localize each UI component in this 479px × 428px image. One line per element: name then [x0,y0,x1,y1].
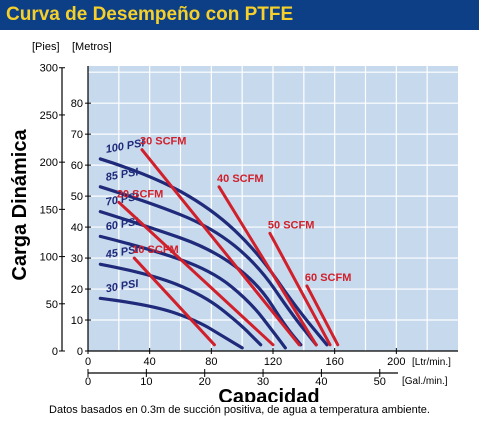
psi-curve-label: 60 PSI [105,216,141,234]
scfm-line [132,256,216,347]
x-unit-lpm: [Ltr/min.] [412,357,451,368]
y-feet-tick-label: 200 [40,157,58,169]
x-lpm-tick-label: 160 [325,356,343,368]
y-unit-meters: [Metros] [72,41,112,53]
y-axis-title: Carga Dinámica [9,129,31,281]
scfm-line-label: 40 SCFM [217,173,263,185]
x-gpm-tick-label: 50 [374,376,386,388]
x-lpm-tick-label: 200 [387,356,405,368]
header-bar: Curva de Desempeño con PTFE [0,0,479,30]
x-gpm-tick-label: 30 [257,376,269,388]
y-meter-tick-label: 80 [71,98,83,110]
y-feet-tick-label: 50 [46,299,58,311]
page-title: Curva de Desempeño con PTFE [6,4,294,25]
x-gpm-tick-label: 40 [315,376,327,388]
scfm-line-label: 30 SCFM [140,136,186,148]
psi-curve [98,185,318,347]
scfm-line [140,148,301,347]
psi-curve-label: 30 PSI [105,278,141,296]
x-lpm-tick-label: 80 [205,356,217,368]
y-meter-tick-label: 10 [71,315,83,327]
scfm-line [217,185,318,347]
y-feet-tick-label: 0 [52,346,58,358]
y-meter-tick-label: 40 [71,222,83,234]
x-axis-title: Capacidad [218,386,319,402]
x-lpm-tick-label: 0 [85,356,91,368]
psi-curve [98,157,329,347]
footnote: Datos basados en 0.3m de succión positiv… [49,404,430,416]
psi-curve [98,262,263,347]
scfm-line [117,200,275,347]
y-unit-feet: [Pies] [32,41,60,53]
psi-curve-label: 45 PSI [104,243,141,261]
y-feet-tick-label: 250 [40,110,58,122]
y-feet-tick-label: 150 [40,204,58,216]
x-gpm-tick-label: 0 [85,376,91,388]
y-meter-tick-label: 0 [77,346,83,358]
scfm-line [305,284,340,347]
scfm-line [268,231,332,347]
psi-curve [98,234,287,350]
y-meter-tick-label: 50 [71,191,83,203]
y-meter-tick-label: 30 [71,253,83,265]
psi-curve [98,296,244,350]
scfm-line-label: 60 SCFM [305,272,351,284]
x-gpm-tick-label: 10 [140,376,152,388]
y-meter-tick-label: 60 [71,160,83,172]
x-lpm-tick-label: 40 [144,356,156,368]
grid [88,66,458,351]
y-meter-tick-label: 70 [71,129,83,141]
x-unit-gpm: [Gal./min.] [402,376,448,387]
x-gpm-tick-label: 20 [199,376,211,388]
scfm-line-label: 50 SCFM [268,219,314,231]
y-feet-tick-label: 100 [40,252,58,264]
psi-curve-label: 85 PSI [105,166,141,184]
y-feet-tick-label: 300 [40,63,58,75]
x-lpm-tick-label: 120 [264,356,282,368]
scfm-line-label: 20 SCFM [117,188,163,200]
psi-curve-label: 70 PSI [105,191,141,209]
y-meter-tick-label: 20 [71,284,83,296]
